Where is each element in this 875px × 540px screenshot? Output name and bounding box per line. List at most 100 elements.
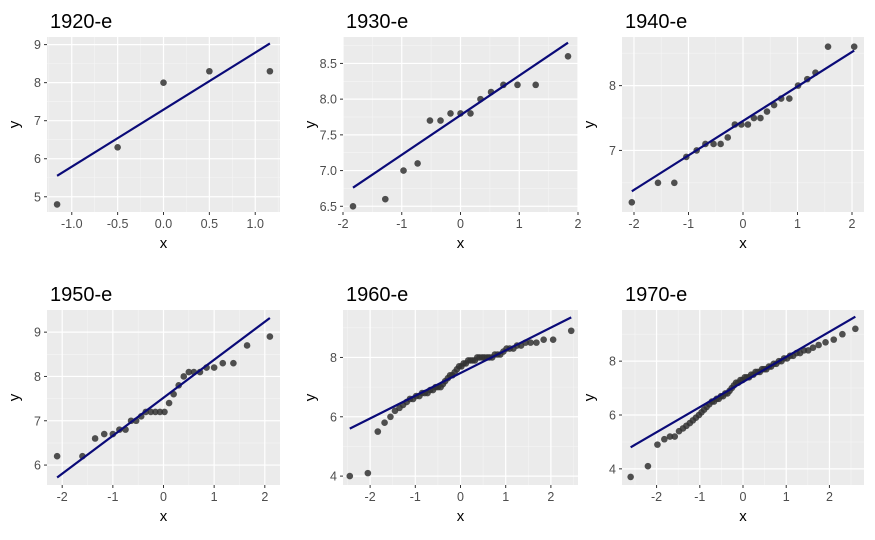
reference-line bbox=[352, 41, 569, 189]
facet-panel: -2 -1 0 1 2 6 7 8 9 1950-e x y bbox=[6, 284, 280, 525]
x-tick-label: -1 bbox=[683, 217, 694, 231]
panels-group: -1.0 -0.5 0.0 0.5 1.0 5 6 7 8 9 1920-e x y -2 -1 0 1 2 6.5… bbox=[6, 11, 864, 525]
x-tick-label: 0.5 bbox=[201, 217, 218, 231]
data-point bbox=[852, 325, 859, 333]
data-point bbox=[532, 81, 539, 89]
y-tick-label: 8.0 bbox=[320, 93, 337, 107]
data-point bbox=[666, 433, 674, 440]
x-tick-label: -1 bbox=[396, 217, 407, 231]
reference-line bbox=[56, 42, 271, 177]
y-tick-label: 8 bbox=[34, 370, 41, 384]
data-point bbox=[744, 121, 752, 128]
data-point bbox=[426, 117, 434, 124]
y-tick-label: 6 bbox=[34, 152, 41, 166]
data-point bbox=[644, 462, 652, 470]
y-tick-label: 8 bbox=[34, 76, 41, 90]
x-tick-label: 1 bbox=[794, 217, 801, 231]
data-point bbox=[533, 339, 540, 346]
data-point bbox=[206, 67, 213, 75]
x-tick-label: 2 bbox=[547, 490, 554, 504]
x-tick-label: 0 bbox=[740, 217, 747, 231]
data-point bbox=[400, 167, 407, 174]
data-point bbox=[381, 419, 388, 427]
data-point bbox=[53, 452, 61, 460]
data-point bbox=[447, 110, 454, 117]
data-point bbox=[809, 344, 817, 351]
data-point bbox=[786, 95, 793, 102]
x-tick-label: 0 bbox=[457, 217, 464, 231]
y-tick-label: 7.0 bbox=[320, 164, 337, 178]
data-point bbox=[382, 195, 389, 203]
data-point bbox=[830, 336, 838, 343]
panel-title: 1920-e bbox=[50, 11, 112, 33]
x-tick-label: 0 bbox=[740, 490, 747, 504]
x-tick-label: 2 bbox=[575, 217, 582, 231]
x-tick-label: -2 bbox=[628, 217, 639, 231]
panel-title: 1940-e bbox=[625, 11, 687, 33]
reference-line bbox=[56, 317, 271, 479]
x-tick-label: 2 bbox=[261, 490, 268, 504]
data-point bbox=[540, 336, 547, 343]
data-point bbox=[822, 339, 829, 346]
data-point bbox=[152, 408, 159, 416]
data-point bbox=[349, 202, 357, 210]
y-axis-title: y bbox=[6, 393, 23, 401]
facet-panel: -2 -1 0 1 2 6.5 7.0 7.5 8.0 8.5 1930-e x y bbox=[302, 11, 582, 252]
y-tick-label: 5 bbox=[34, 190, 41, 204]
panel-title: 1970-e bbox=[625, 284, 687, 306]
data-point bbox=[180, 373, 188, 380]
data-point bbox=[567, 327, 575, 335]
x-axis-title: x bbox=[739, 235, 747, 252]
data-point bbox=[156, 408, 164, 416]
x-tick-label: -1 bbox=[107, 490, 118, 504]
y-axis-title: y bbox=[302, 120, 319, 128]
y-tick-label: 8 bbox=[609, 79, 616, 93]
x-tick-label: -1 bbox=[694, 490, 705, 504]
panel-title: 1950-e bbox=[50, 284, 112, 306]
y-tick-label: 7.5 bbox=[320, 128, 337, 142]
data-point bbox=[654, 441, 661, 448]
reference-line bbox=[349, 316, 572, 430]
x-tick-label: 0 bbox=[457, 490, 464, 504]
data-point bbox=[564, 52, 572, 60]
data-point bbox=[724, 134, 732, 141]
data-point bbox=[757, 114, 764, 122]
y-tick-label: 4 bbox=[609, 462, 616, 476]
data-point bbox=[661, 435, 668, 443]
reference-line bbox=[631, 49, 855, 193]
y-tick-label: 8 bbox=[609, 355, 616, 369]
y-tick-label: 7 bbox=[609, 144, 616, 158]
x-tick-label: 2 bbox=[826, 490, 833, 504]
y-tick-label: 8.5 bbox=[320, 57, 337, 71]
data-point bbox=[627, 473, 634, 481]
x-tick-label: -2 bbox=[365, 490, 376, 504]
y-axis-title: y bbox=[6, 120, 23, 128]
data-point bbox=[210, 364, 218, 371]
x-tick-label: -2 bbox=[337, 217, 348, 231]
y-axis-title: y bbox=[581, 393, 598, 401]
x-axis-title: x bbox=[457, 235, 465, 252]
facet-panel: -1.0 -0.5 0.0 0.5 1.0 5 6 7 8 9 1920-e x y bbox=[6, 11, 280, 252]
data-point bbox=[850, 43, 858, 51]
x-axis-title: x bbox=[160, 235, 168, 252]
y-tick-label: 9 bbox=[34, 326, 41, 340]
y-tick-label: 6 bbox=[330, 410, 337, 424]
facet-panel: -2 -1 0 1 2 7 8 1940-e x y bbox=[581, 11, 864, 252]
data-point bbox=[160, 79, 167, 86]
data-point bbox=[763, 108, 771, 115]
data-point bbox=[230, 359, 237, 367]
x-tick-label: 0 bbox=[160, 490, 167, 504]
data-point bbox=[243, 342, 251, 349]
panel-title: 1960-e bbox=[346, 284, 408, 306]
data-point bbox=[437, 117, 444, 124]
x-axis-title: x bbox=[739, 508, 747, 525]
y-tick-label: 9 bbox=[34, 38, 41, 52]
data-point bbox=[717, 140, 724, 148]
data-point bbox=[671, 179, 678, 187]
x-tick-label: -1.0 bbox=[61, 217, 83, 231]
y-tick-label: 8 bbox=[330, 351, 337, 365]
data-point bbox=[839, 330, 846, 338]
data-point bbox=[387, 413, 394, 421]
data-point bbox=[467, 110, 474, 117]
data-point bbox=[414, 160, 421, 167]
